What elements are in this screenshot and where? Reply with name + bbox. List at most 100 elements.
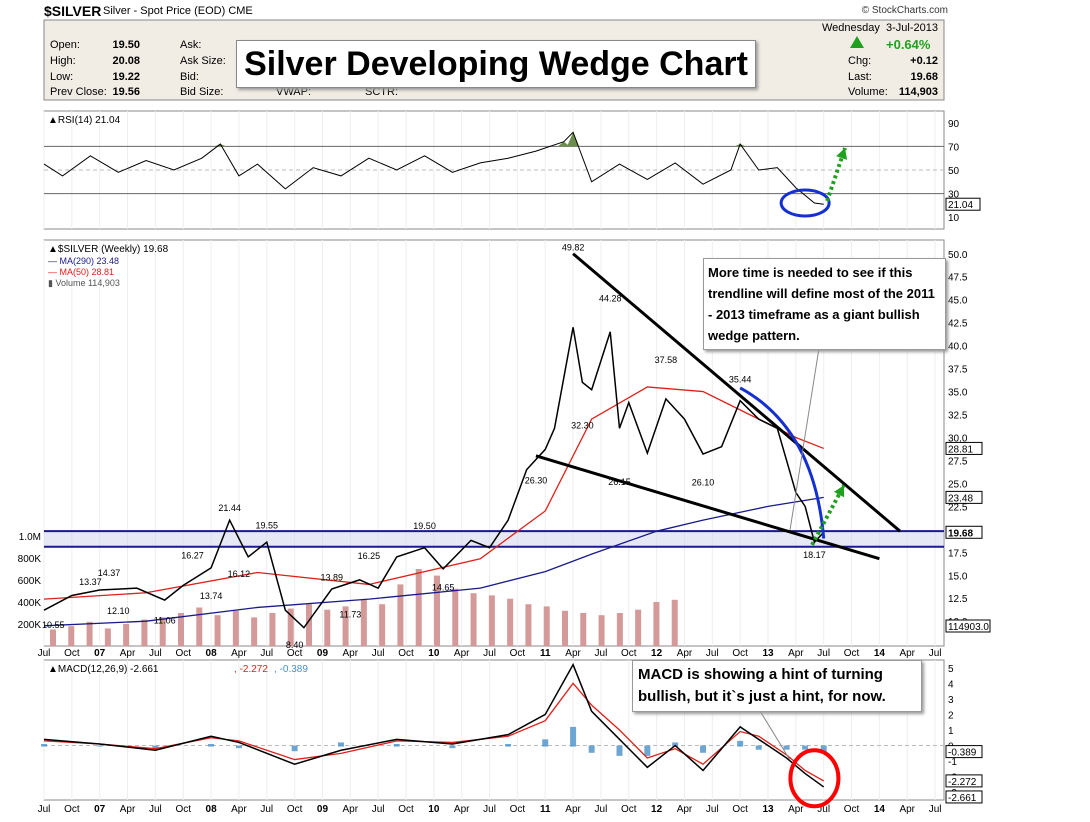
price-point-label: 21.44 [218,503,241,513]
x-axis-label-macd: Oct [732,804,748,815]
x-axis-label-macd: Apr [565,804,581,815]
volume-bar [68,626,75,646]
price-tick-label: 27.5 [948,456,968,467]
price-tick-label: 30.0 [948,433,968,444]
x-axis-label-macd: Jul [149,804,162,815]
volume-value-tag-label: 114903.0 [948,622,989,633]
wedge-upper-trendline [572,252,901,533]
quote-value-volume: 114,903 [898,86,938,98]
volume-tick-label: 600K [18,576,42,587]
quote-label-volume: Volume: [848,86,888,98]
macd-histogram-bar [96,745,103,747]
quote-value-last: 19.68 [910,71,938,83]
price-value-tag [945,490,983,504]
quote-value-open: 19.50 [112,39,140,51]
rsi-line [43,131,824,205]
x-axis-label-macd: 07 [94,804,106,815]
volume-bar [543,606,550,646]
volume-bar [653,602,660,646]
ma290-line [43,496,824,627]
macd-tick-label: 5 [948,664,954,675]
x-axis-label-price: Jul [595,648,608,659]
wedge-lower-trendline [535,454,880,561]
price-tick-label: 42.5 [948,319,968,330]
x-axis-label-macd: Jul [595,804,608,815]
price-tick-label: 15.0 [948,571,968,582]
price-point-label: 35.44 [729,375,752,385]
x-axis-label-macd: Oct [175,804,191,815]
x-axis-label-price: Oct [64,648,80,659]
volume-bar [434,575,440,646]
note-pointer [789,341,821,531]
x-axis-label-macd: Jul [372,804,385,815]
volume-bar [251,617,258,646]
quote-sctr: SCTR: [365,86,398,98]
x-axis-label-price: Oct [510,648,526,659]
price-tick-label: 32.5 [948,411,968,422]
macd-histogram-bar [644,745,651,756]
quote-label-last: Last: [848,71,872,83]
macd-histogram-bar [208,744,215,747]
macd-histogram-bar [41,744,47,747]
price-point-label: 16.12 [228,569,251,579]
x-axis-label-macd: Oct [510,804,526,815]
x-axis-label-price: 12 [651,648,663,659]
x-axis-label-price: Jul [483,648,496,659]
x-axis-label-price: Oct [621,648,637,659]
x-axis-label-price: 13 [762,648,774,659]
macd-tick-label: 1 [948,726,954,737]
ma50-legend: — MA(50) 28.81 [48,267,114,277]
price-point-label: 19.55 [256,520,279,530]
macd-histogram-bar [449,745,456,749]
volume-bar [488,595,495,646]
macd-tick-label: 4 [948,679,954,690]
quote-date: 3-Jul-2013 [886,22,938,34]
macd-histogram-bar [820,745,827,753]
quote-label-low: Low: [50,71,74,83]
price-tick-label: 25.0 [948,479,968,490]
x-axis-label-macd: Apr [343,804,359,815]
quote-value-prev-close: 19.56 [112,86,140,98]
price-point-label: 10.55 [42,620,65,630]
price-tick-label: 35.0 [948,388,968,399]
volume-bar [50,629,56,646]
x-axis-label-price: Oct [844,648,860,659]
x-axis-label-price: Apr [120,648,136,659]
volume-bar [671,599,678,646]
x-axis-label-macd: Oct [64,804,80,815]
macd-legend-hist: , -0.389 [274,664,308,675]
volume-bar [415,569,422,646]
price-point-label: 11.06 [154,615,176,625]
macd-histogram-bar [755,745,762,750]
x-axis-label-macd: Jul [929,804,942,815]
macd-histogram-bar [338,742,345,747]
x-axis-label-price: 11 [540,648,551,659]
ma290-legend: — MA(290) 23.48 [48,256,119,266]
x-axis-label-price: Jul [817,648,830,659]
x-axis-label-macd: Apr [677,804,693,815]
x-axis-label-price: Apr [565,648,581,659]
volume-bar [616,613,623,646]
volume-bar [141,619,148,646]
quote-day: Wednesday [822,22,880,34]
x-axis-label-price: Apr [343,648,359,659]
price-point-label: 26.10 [692,477,715,487]
price-point-label: 13.37 [79,577,102,587]
volume-bar [306,604,312,646]
rsi-overbought-fill [567,132,580,147]
volume-bar [104,628,111,646]
volume-tick-label: 400K [18,598,42,609]
x-axis-label-macd: Jul [483,804,496,815]
price-tick-label: 17.5 [948,548,968,559]
price-green-arrow [810,484,846,546]
x-axis-label-macd: 10 [428,804,440,815]
price-value-tag [945,525,983,539]
price-point-label: 14.65 [432,582,455,592]
volume-bar [232,610,239,646]
rsi-tick-label: 70 [948,142,960,153]
x-axis-label-price: Oct [732,648,748,659]
quote-vwap: VWAP: [276,86,312,98]
price-point-label: 11.73 [339,609,361,619]
price-point-label: 16.27 [181,551,204,561]
